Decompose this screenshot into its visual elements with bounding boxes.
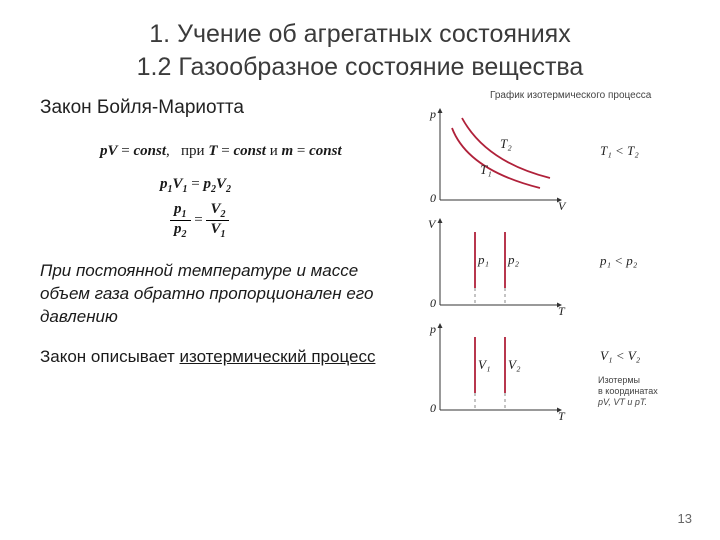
panel-VT: V T 0 p₁ p₂ — [428, 217, 566, 318]
relation-T: T₁ < T₂ — [600, 143, 639, 158]
axis-p-label: p — [429, 107, 436, 121]
panel-pV: p V 0 T₁ T₂ — [429, 107, 567, 213]
law-explanation: При постоянной температуре и массе объем… — [40, 260, 410, 329]
process-desc-term: изотермический процесс — [180, 347, 376, 366]
page-number: 13 — [678, 511, 692, 526]
process-desc-pre: Закон описывает — [40, 347, 180, 366]
slide-title: 1. Учение об агрегатных состояниях 1.2 Г… — [40, 18, 680, 83]
isotherm-T1 — [452, 128, 540, 188]
title-line-2: 1.2 Газообразное состояние вещества — [137, 53, 584, 81]
panel-pT: p T 0 V₁ V₂ — [429, 322, 566, 423]
relation-V: V₁ < V₂ — [600, 348, 641, 363]
origin-label-2: 0 — [430, 296, 436, 310]
diagram-title: График изотермического процесса — [490, 90, 651, 101]
line-label-p2: p₂ — [507, 252, 520, 267]
diagram-area: График изотермического процесса p V 0 T₁… — [410, 90, 690, 430]
line-label-V2: V₂ — [508, 357, 521, 372]
caption-line-1: Изотермы — [598, 375, 640, 385]
isotherm-graphs: p V 0 T₁ T₂ T₁ < T₂ V T 0 — [410, 90, 690, 430]
axis-V-label: V — [558, 199, 567, 213]
axis-p-label-2: p — [429, 322, 436, 336]
axis-T-label-2: T — [558, 409, 566, 423]
curve-label-T1: T₁ — [480, 162, 492, 177]
curve-label-T2: T₂ — [500, 136, 512, 151]
origin-label-1: 0 — [430, 191, 436, 205]
line-label-V1: V₁ — [478, 357, 490, 372]
line-label-p1: p₁ — [477, 252, 489, 267]
relation-p: p₁ < p₂ — [599, 253, 638, 268]
axis-V-label-2: V — [428, 217, 437, 231]
title-line-1: 1. Учение об агрегатных состояниях — [149, 20, 570, 48]
origin-label-3: 0 — [430, 401, 436, 415]
process-description: Закон описывает изотермический процесс — [40, 347, 410, 367]
axis-T-label: T — [558, 304, 566, 318]
caption-line-2: в координатах — [598, 386, 658, 396]
caption-line-3: pV, VT и pT. — [597, 397, 647, 407]
